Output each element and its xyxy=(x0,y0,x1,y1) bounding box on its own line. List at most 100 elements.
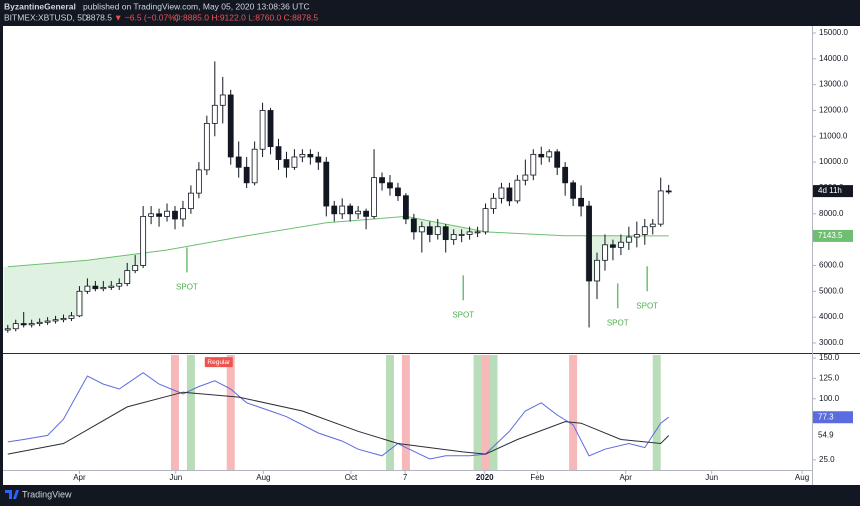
ma-shade xyxy=(115,256,124,287)
candle-body xyxy=(164,210,170,217)
spot-label: SPOT xyxy=(452,310,474,319)
signal-band xyxy=(186,355,195,470)
x-tick-label: Apr xyxy=(619,473,632,482)
spot-label: SPOT xyxy=(607,318,629,327)
candle-body xyxy=(116,283,123,287)
price-tag-label: 77.3 xyxy=(818,412,834,421)
signal-band xyxy=(473,355,482,470)
signal-band xyxy=(481,355,490,470)
price-tag xyxy=(813,411,853,424)
x-tick-label: Aug xyxy=(256,473,270,482)
ma-shade xyxy=(107,257,116,288)
candle-body xyxy=(458,234,465,236)
candle-body xyxy=(490,197,497,210)
candle-body xyxy=(172,210,178,220)
y-tick-label: 6000.0 xyxy=(819,261,844,270)
signal-band xyxy=(385,355,394,470)
candle-body xyxy=(299,153,306,158)
candle-body xyxy=(52,319,59,322)
author: ByzantineGeneral xyxy=(4,1,76,11)
candle-body xyxy=(434,226,441,235)
candle-body xyxy=(140,215,147,266)
candle-body xyxy=(363,210,369,217)
candle-body xyxy=(450,234,457,241)
candle-body xyxy=(562,166,569,184)
ma-shade xyxy=(99,258,108,289)
ma-shade xyxy=(3,266,12,331)
price-tag-label: 4d 11h xyxy=(818,186,842,195)
candle-body xyxy=(68,315,75,319)
candle-body xyxy=(474,231,481,234)
candle-body xyxy=(36,321,43,324)
candle-body xyxy=(514,179,521,202)
y-tick-label: 5000.0 xyxy=(819,286,844,295)
candle-body xyxy=(649,223,656,228)
logo xyxy=(5,490,19,499)
ma-shade xyxy=(43,263,52,323)
candle-body xyxy=(355,210,362,215)
indicator-line xyxy=(7,391,670,455)
indicator-line xyxy=(7,372,669,460)
y-tick-label: 10000.0 xyxy=(819,157,848,166)
y-tick-label: 125.0 xyxy=(819,374,840,383)
signal-band xyxy=(170,355,179,470)
candle-body xyxy=(339,205,346,215)
spot-label: SPOT xyxy=(176,283,198,292)
candle-body xyxy=(4,328,11,331)
candle-body xyxy=(148,213,155,217)
candle-body xyxy=(60,318,67,321)
signal-band xyxy=(401,355,410,470)
y-tick-label: 12000.0 xyxy=(819,106,848,115)
y-tick-label: 3000.0 xyxy=(819,338,844,347)
candle-body xyxy=(610,244,616,248)
ma-shade xyxy=(19,265,28,325)
candle-body xyxy=(665,190,672,193)
candle-body xyxy=(371,177,377,217)
candle-body xyxy=(554,151,561,168)
y-tick-label: 8000.0 xyxy=(819,209,844,218)
candle-body xyxy=(315,156,322,163)
candle-body xyxy=(267,110,274,148)
symbol: BITMEX:XBTUSD, 5D xyxy=(4,12,88,22)
price-tag xyxy=(813,185,853,198)
y-tick-label: 13000.0 xyxy=(819,80,848,89)
x-tick-label: Jun xyxy=(705,473,718,482)
candle-body xyxy=(594,259,600,282)
signal-band xyxy=(489,355,498,470)
candle-body xyxy=(20,323,27,326)
candle-body xyxy=(195,169,202,194)
candle-body xyxy=(410,218,417,233)
candle-body xyxy=(92,285,99,290)
annotation-box xyxy=(204,357,233,368)
y-tick-label: 4000.0 xyxy=(819,312,844,321)
candle-body xyxy=(275,146,282,160)
x-tick-label: 2020 xyxy=(476,473,494,482)
candle-body xyxy=(466,231,473,235)
candle-body xyxy=(108,285,115,288)
candle-body xyxy=(347,205,354,215)
candle-body xyxy=(530,153,537,176)
x-tick-label: Feb xyxy=(530,473,544,482)
candle-body xyxy=(498,187,505,199)
candle-body xyxy=(633,234,640,238)
candle-body xyxy=(617,241,624,248)
ohlc: O:8885.0 H:9122.0 L:8760.0 C:8878.5 xyxy=(174,12,318,22)
candle-body xyxy=(180,208,186,220)
y-tick-label: 100.0 xyxy=(819,394,840,403)
candle-body xyxy=(657,190,664,225)
ma-shade xyxy=(35,264,44,324)
candle-body xyxy=(227,94,234,158)
candle-body xyxy=(259,110,266,150)
candle-body xyxy=(124,270,131,284)
ma-shade xyxy=(11,266,20,329)
annotation-label: Regular xyxy=(207,359,231,366)
candle-body xyxy=(188,192,194,210)
price-tag-label: 54.9 xyxy=(818,431,834,440)
y-tick-label: 11000.0 xyxy=(819,131,848,140)
candle-body xyxy=(602,244,608,261)
price-tag-label: 7143.5 xyxy=(818,231,843,240)
ma-shade xyxy=(83,260,92,292)
price-tag xyxy=(813,429,853,442)
x-tick-label: Jun xyxy=(169,473,182,482)
